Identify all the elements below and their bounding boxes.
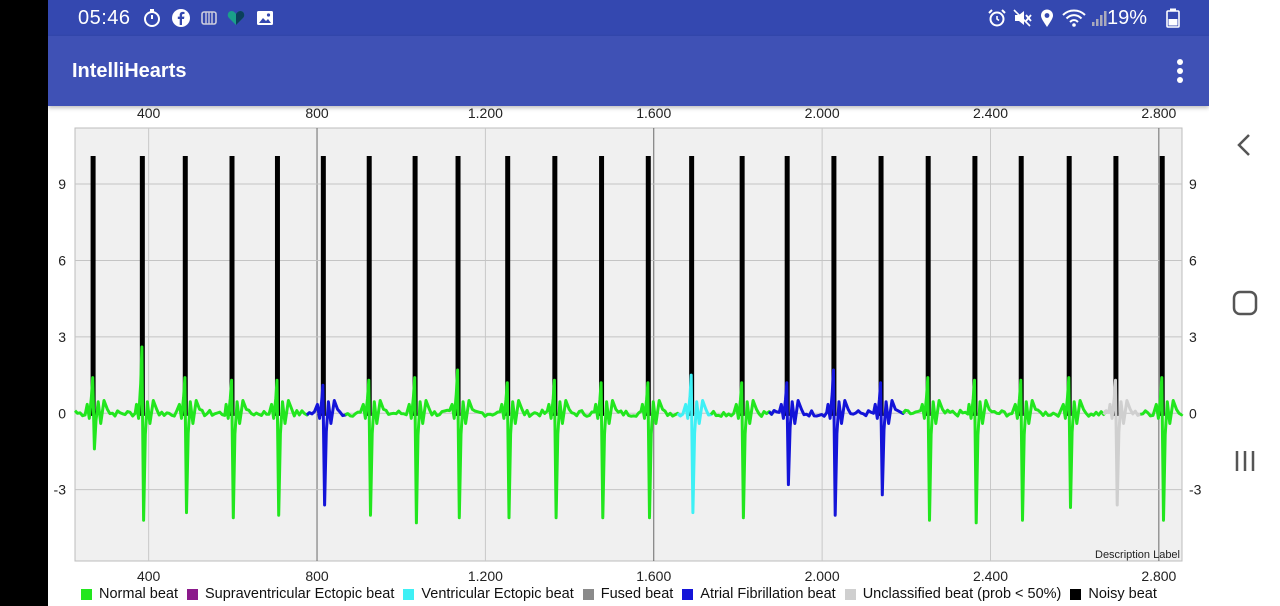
x-tick-label-bottom: 1.200 — [468, 568, 503, 584]
legend-item: Noisy beat — [1070, 586, 1157, 602]
y-tick-label-right: 6 — [1189, 252, 1197, 268]
chart-legend: Normal beat Supraventricular Ectopic beat… — [81, 584, 1166, 604]
ecg-trace-normal — [344, 368, 682, 525]
ecg-trace-normal — [901, 376, 1108, 525]
app-bar: IntelliHearts — [48, 36, 1209, 106]
app-screen: 05:46 — [48, 0, 1209, 606]
ecg-trace-unclassified — [1102, 378, 1144, 507]
x-tick-label-bottom: 400 — [137, 568, 161, 584]
y-tick-label-left: 3 — [58, 329, 66, 345]
ecg-chart-svg[interactable]: 400 400 800 800 1.200 1.200 1.600 1.600 2.000 2.0… — [48, 105, 1209, 586]
x-tick-label-top: 800 — [305, 106, 329, 121]
legend-item: Supraventricular Ectopic beat — [186, 586, 395, 602]
legend-swatch — [582, 588, 594, 600]
legend-label: Fused beat — [600, 586, 674, 602]
legend-item: Atrial Fibrillation beat — [682, 586, 836, 602]
y-tick-label-left: 6 — [58, 252, 66, 268]
battery-percent: 19% — [1106, 7, 1147, 29]
location-icon — [1041, 9, 1053, 27]
x-tick-label-top: 2.000 — [805, 106, 840, 121]
x-tick-label-top: 400 — [137, 106, 161, 121]
legend-swatch — [186, 588, 198, 600]
signal-icon — [1092, 11, 1107, 26]
x-tick-label-bottom: 2.800 — [1141, 568, 1176, 584]
legend-item: Fused beat — [582, 586, 674, 602]
legend-label: Unclassified beat (prob < 50%) — [862, 586, 1062, 602]
legend-label: Ventricular Ectopic beat — [421, 586, 574, 602]
y-tick-label-right: 0 — [1189, 405, 1197, 421]
facebook-icon — [172, 9, 190, 27]
ecg-trace-normal — [709, 381, 776, 520]
legend-item: Ventricular Ectopic beat — [403, 586, 574, 602]
y-tick-label-left: 0 — [58, 405, 66, 421]
ecg-trace-veb — [676, 373, 715, 515]
recents-icon[interactable] — [1227, 443, 1263, 479]
y-tick-label-right: 9 — [1189, 176, 1197, 192]
more-vert-icon[interactable] — [1165, 53, 1195, 89]
x-tick-label-bottom: 800 — [305, 568, 329, 584]
ecg-trace-normal — [73, 345, 311, 522]
ecg-chart[interactable]: 400 400 800 800 1.200 1.200 1.600 1.600 2.000 2.0… — [48, 105, 1209, 606]
legend-item: Unclassified beat (prob < 50%) — [844, 586, 1062, 602]
gallery-icon — [257, 11, 273, 25]
x-tick-label-bottom: 1.600 — [636, 568, 671, 584]
legend-label: Normal beat — [99, 586, 178, 602]
x-tick-label-top: 1.600 — [636, 106, 671, 121]
x-tick-label-top: 2.400 — [973, 106, 1008, 121]
ecg-trace-normal — [1140, 376, 1184, 522]
legend-label: Supraventricular Ectopic beat — [204, 586, 395, 602]
legend-label: Atrial Fibrillation beat — [700, 586, 836, 602]
legend-swatch — [403, 588, 415, 600]
heart-icon — [227, 11, 245, 25]
legend-label: Noisy beat — [1088, 586, 1157, 602]
ecg-trace-afib — [305, 383, 349, 507]
legend-swatch — [682, 588, 694, 600]
battery-icon — [1166, 8, 1180, 28]
app-title: IntelliHearts — [72, 60, 187, 82]
back-icon[interactable] — [1227, 127, 1263, 163]
wifi-icon — [1062, 9, 1086, 27]
timer-icon — [144, 9, 160, 27]
y-tick-label-left: 9 — [58, 176, 66, 192]
x-tick-label-bottom: 2.000 — [805, 568, 840, 584]
plot-area — [74, 127, 1183, 562]
x-tick-label-top: 2.800 — [1141, 106, 1176, 121]
x-tick-label-top: 1.200 — [468, 106, 503, 121]
description-label: Description Label — [1095, 549, 1180, 561]
navigation-bar — [1209, 0, 1280, 606]
status-time: 05:46 — [78, 7, 131, 29]
status-bar: 05:46 — [48, 0, 1209, 36]
legend-swatch — [1070, 588, 1082, 600]
legend-swatch — [844, 588, 856, 600]
x-tick-label-bottom: 2.400 — [973, 568, 1008, 584]
home-icon[interactable] — [1227, 285, 1263, 321]
legend-item: Normal beat — [81, 586, 178, 602]
y-tick-label-right: -3 — [1189, 482, 1202, 498]
y-tick-label-left: -3 — [54, 482, 67, 498]
nfc-icon — [201, 11, 217, 25]
legend-swatch — [81, 588, 92, 600]
ecg-trace-afib — [768, 368, 907, 517]
y-tick-label-right: 3 — [1189, 329, 1197, 345]
alarm-icon — [988, 9, 1006, 27]
mute-icon — [1013, 9, 1032, 27]
